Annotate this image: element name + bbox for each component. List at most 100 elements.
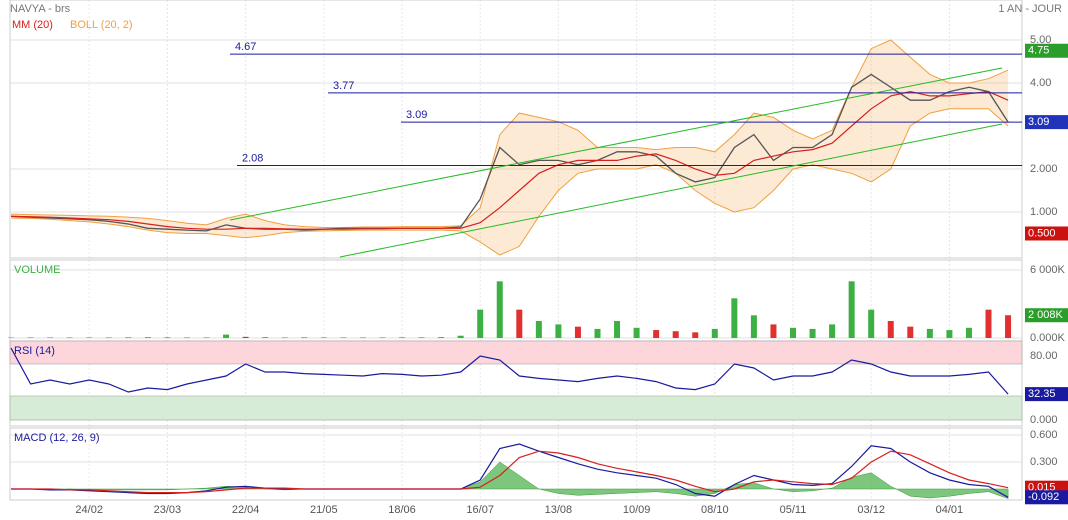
- volume-bar: [223, 334, 230, 338]
- bollinger-lower: [10, 108, 1009, 256]
- bollinger-band: [11, 40, 1009, 255]
- volume-bar: [985, 309, 992, 338]
- volume-bar: [770, 324, 777, 338]
- volume-bar: [516, 309, 523, 338]
- y-tick-label: 6 000K: [1030, 264, 1066, 276]
- volume-bar: [262, 337, 269, 338]
- level-label: 2.08: [242, 152, 263, 164]
- last-value-label: 32.35: [1028, 388, 1056, 400]
- y-tick-label: 1.000: [1030, 206, 1058, 218]
- volume-bar: [594, 328, 601, 338]
- volume-bar: [926, 328, 933, 338]
- legend-entry: BOLL (20, 2): [70, 19, 133, 31]
- volume-bar: [164, 337, 171, 338]
- last-value-box: [1025, 308, 1068, 323]
- last-value-box: [1025, 115, 1068, 130]
- volume-bar: [907, 326, 914, 338]
- volume-bar: [653, 330, 660, 338]
- volume-bar: [555, 324, 562, 338]
- volume-bar: [535, 320, 542, 338]
- x-tick-label: 16/07: [466, 504, 494, 516]
- volume-bar: [457, 335, 464, 338]
- volume-bar: [848, 281, 855, 338]
- x-tick-label: 18/06: [388, 504, 416, 516]
- volume-bar: [281, 337, 288, 338]
- volume-bar: [144, 337, 151, 338]
- x-tick-label: 13/08: [545, 504, 573, 516]
- x-tick-label: 10/09: [623, 504, 651, 516]
- series-line: [10, 90, 1009, 230]
- volume-bar: [809, 328, 816, 338]
- grid-layer: [9, 0, 1023, 501]
- x-tick-label: 23/03: [154, 504, 182, 516]
- x-tick-label: 03/12: [857, 504, 885, 516]
- level-label: 3.09: [406, 109, 427, 121]
- volume-bar: [340, 337, 347, 338]
- x-tick-label: 22/04: [232, 504, 260, 516]
- legend-entry: MM (20): [12, 19, 53, 31]
- series-line: [10, 347, 1009, 395]
- level-label: 3.77: [333, 80, 354, 92]
- pane-frame: [9, 0, 1023, 259]
- macd-line: [11, 450, 1009, 494]
- y-tick-label: 5.00: [1030, 34, 1051, 46]
- last-value-label: 2 008K: [1028, 309, 1064, 321]
- macd-histogram: [11, 461, 1009, 499]
- band: [9, 340, 1023, 365]
- volume-bar: [692, 332, 699, 338]
- mark-layer: [8, 39, 1022, 499]
- trend-line: [229, 67, 1003, 221]
- y-tick-label: 0.000: [1030, 414, 1058, 426]
- volume-bar: [320, 337, 327, 338]
- pane-title: MACD (12, 26, 9): [14, 432, 100, 444]
- volume-bar: [946, 330, 953, 338]
- chart-title: NAVYA - brs: [10, 3, 71, 15]
- y-tick-label: 2.000: [1030, 163, 1058, 175]
- x-tick-label: 05/11: [780, 504, 807, 516]
- volume-bar: [711, 328, 718, 338]
- level-label: 4.67: [235, 41, 256, 53]
- last-value-label: -0.092: [1028, 491, 1059, 503]
- volume-bar: [731, 298, 738, 338]
- x-tick-label: 04/01: [936, 504, 964, 516]
- volume-bar: [359, 337, 366, 338]
- volume-bar: [438, 337, 445, 338]
- pane-frame: [9, 427, 1023, 501]
- volume-bar: [125, 337, 132, 338]
- pane-title: VOLUME: [14, 264, 60, 276]
- y-tick-label: 0.600: [1030, 429, 1058, 441]
- volume-bar: [379, 337, 386, 338]
- volume-bar: [750, 315, 757, 338]
- volume-bar: [965, 327, 972, 338]
- volume-bar: [242, 336, 249, 338]
- y-tick-label: 4.00: [1030, 77, 1051, 89]
- x-tick-label: 08/10: [701, 504, 729, 516]
- x-tick-label: 21/05: [310, 504, 338, 516]
- volume-bar: [301, 337, 308, 338]
- y-tick-label: 0.000K: [1030, 332, 1066, 344]
- volume-bar: [574, 326, 581, 338]
- y-tick-label: 0.300: [1030, 456, 1058, 468]
- bollinger-upper: [10, 39, 1009, 228]
- volume-bar: [672, 331, 679, 338]
- last-value-box: [1025, 387, 1068, 402]
- last-value-box: [1025, 490, 1068, 505]
- band: [9, 395, 1023, 421]
- trend-line: [339, 123, 1003, 258]
- period: 1 AN - JOUR: [998, 3, 1062, 15]
- volume-bar: [868, 309, 875, 338]
- label-layer: 24/02 23/03 22/04 21/05 18/06 16/07 13/08 10/09…: [14, 34, 1068, 516]
- last-value-label: 0.500: [1028, 227, 1056, 239]
- volume-bar: [790, 327, 796, 338]
- volume-bar: [496, 281, 503, 338]
- y-tick-label: 80.00: [1030, 350, 1058, 362]
- volume-bar: [614, 320, 621, 338]
- volume-bar: [418, 337, 425, 338]
- volume-bar: [887, 320, 894, 338]
- last-value-box: [1025, 43, 1068, 58]
- volume-bar: [399, 337, 405, 338]
- pane-title: RSI (14): [14, 345, 55, 357]
- volume-bar: [633, 327, 640, 338]
- volume-bar: [477, 309, 484, 338]
